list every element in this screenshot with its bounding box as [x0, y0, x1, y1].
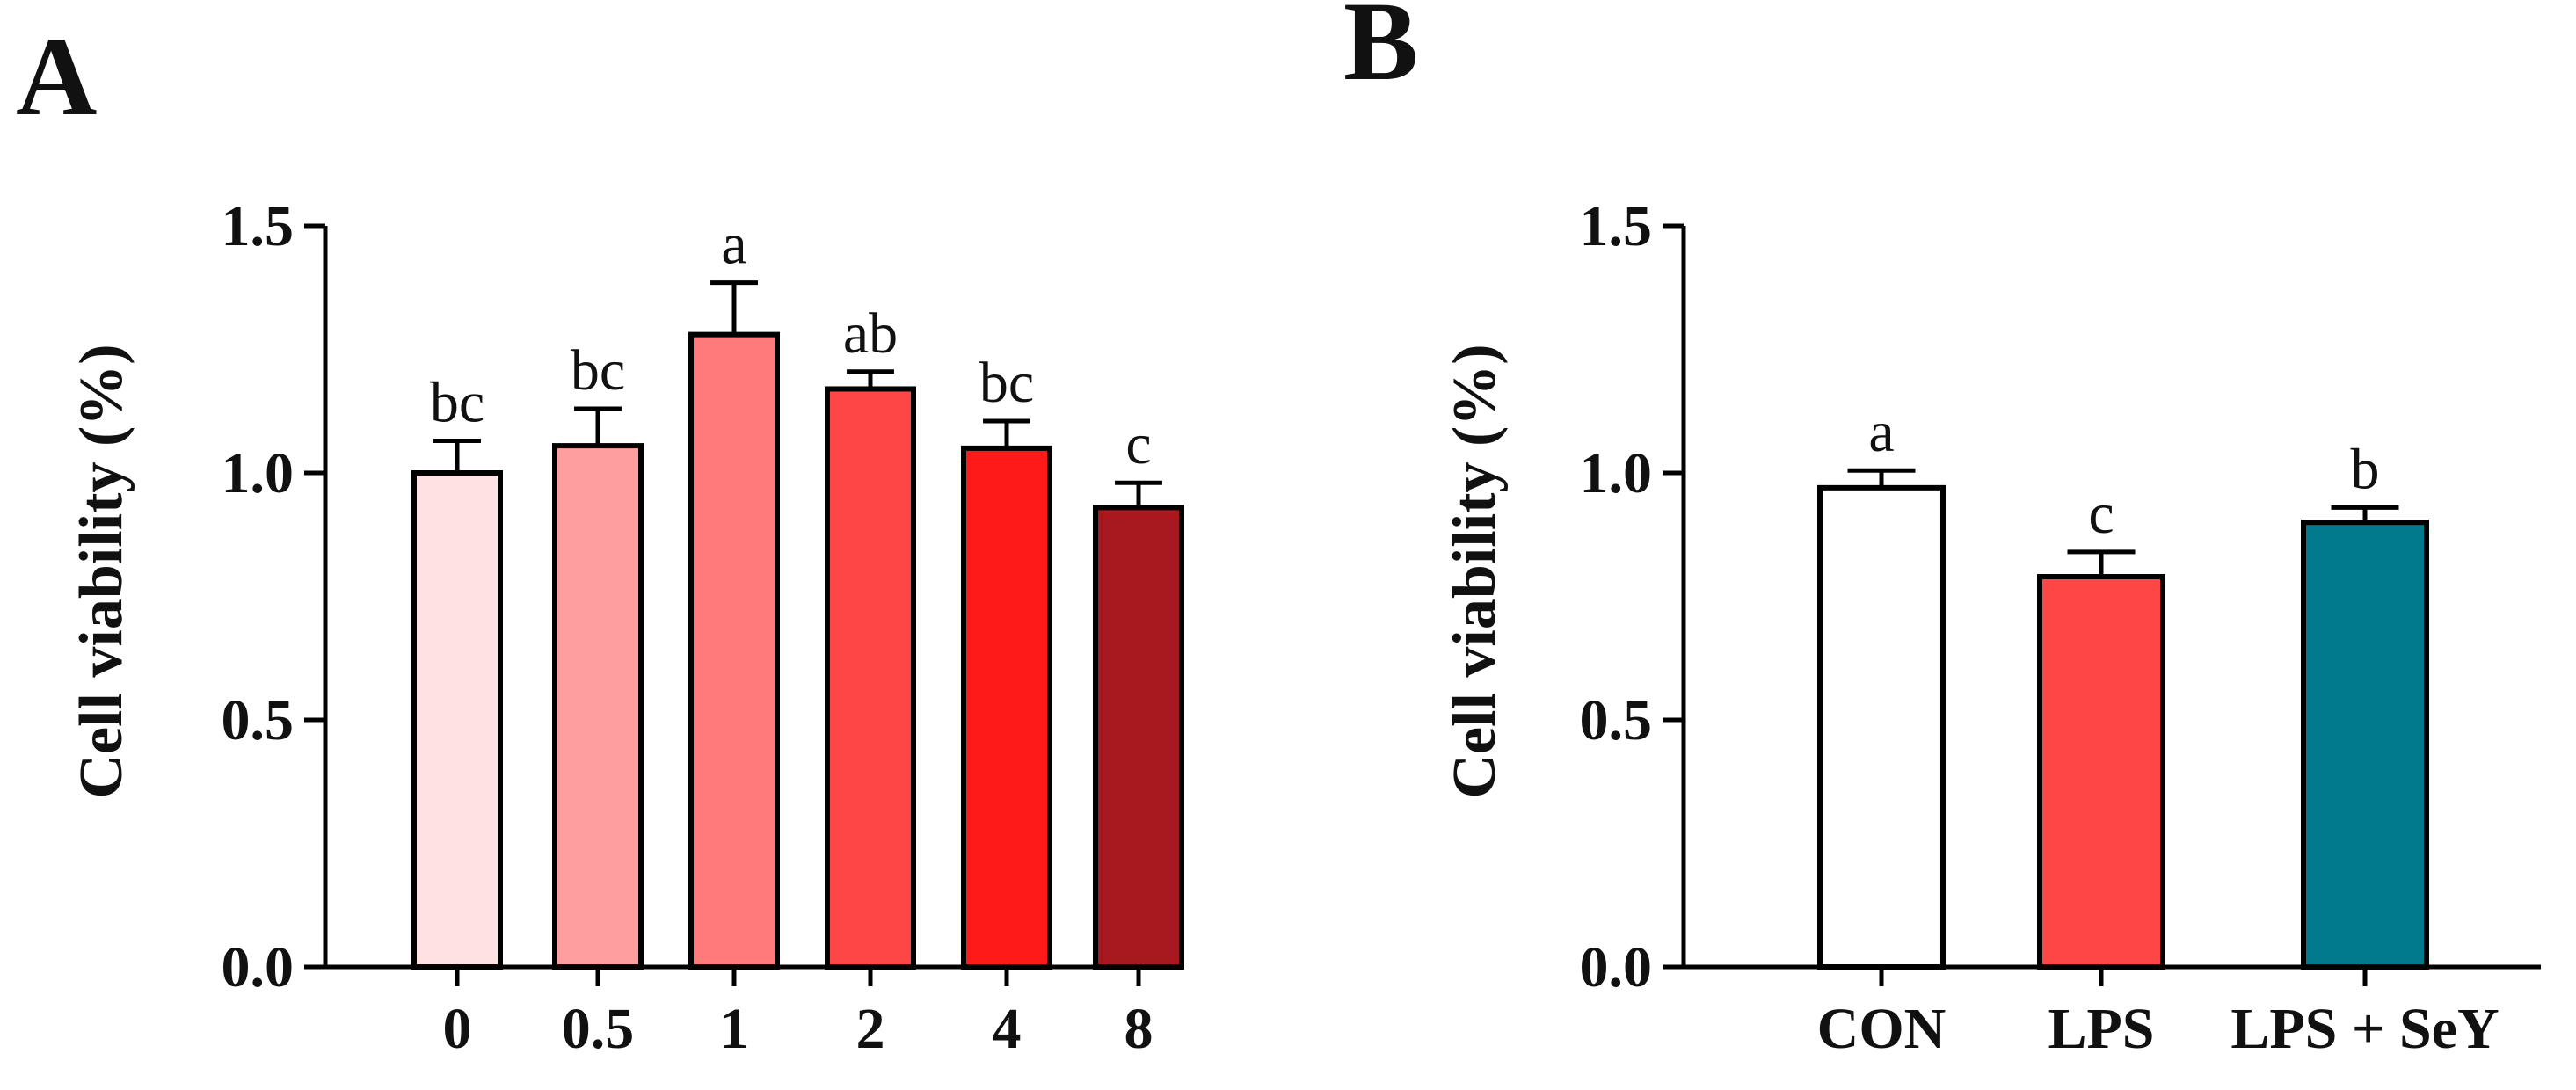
panel-a-y-tick-label: 1.0: [222, 441, 295, 505]
panel-a-significance-label: bc: [571, 338, 625, 403]
panel-a-category-label: 8: [1124, 997, 1153, 1061]
panel-b-significance-label: a: [1868, 400, 1894, 464]
panel-b-y-axis-title: Cell viability (%): [1441, 344, 1509, 798]
panel-a-y-tick-label: 1.5: [222, 194, 295, 258]
panel-b-bar-lps: [2037, 574, 2165, 970]
panel-a-bar-4: [961, 445, 1052, 970]
panel-b-significance-label: c: [2088, 482, 2114, 546]
panel-a-bar-1: [688, 331, 780, 970]
panel-a-bar-0-5: [552, 443, 644, 970]
panel-a: A Cell viability (%) 0.0 0.5 1.0 1.5 0 0.5 1 2 4…: [16, 14, 1184, 1061]
panel-b-significance-label: b: [2351, 437, 2380, 501]
panel-a-significance-label: c: [1125, 412, 1151, 476]
panel-a-axes: 0.0 0.5 1.0 1.5 0 0.5 1 2 4 8: [222, 194, 1153, 1061]
panel-b-axes: 0.0 0.5 1.0 1.5 CON LPS LPS + SeY: [1580, 194, 2541, 1061]
panel-b-y-tick-label: 0.0: [1580, 935, 1653, 999]
panel-b-y-tick-label: 1.0: [1580, 441, 1653, 505]
panel-b-bar-con: [1817, 484, 1946, 970]
panel-b-bar-lps-sey: [2301, 520, 2429, 970]
panel-b: B Cell viability (%) 0.0 0.5 1.0 1.5 CON LPS L…: [1343, 0, 2541, 1061]
panel-a-significance-label: bc: [430, 370, 484, 434]
panel-a-category-label: 1: [720, 997, 749, 1061]
panel-b-letter: B: [1343, 0, 1418, 104]
panel-a-bar-2: [825, 386, 916, 970]
panel-a-letter: A: [16, 14, 97, 139]
panel-a-category-label: 0: [443, 997, 472, 1061]
panel-b-category-label: CON: [1817, 997, 1947, 1061]
panel-b-category-label: LPS: [2048, 997, 2154, 1061]
panel-b-bars: a c b: [1817, 400, 2429, 970]
panel-a-significance-label: bc: [979, 351, 1034, 415]
panel-b-y-tick-label: 1.5: [1580, 194, 1653, 258]
panel-a-category-label: 2: [856, 997, 885, 1061]
panel-a-y-tick-label: 0.0: [222, 935, 295, 999]
panel-a-significance-label: a: [721, 213, 746, 277]
panel-a-significance-label: ab: [843, 302, 898, 366]
panel-a-y-axis-title: Cell viability (%): [68, 344, 135, 798]
panel-a-category-label: 0.5: [562, 997, 635, 1061]
panel-a-category-label: 4: [993, 997, 1022, 1061]
panel-a-y-tick-label: 0.5: [222, 688, 295, 752]
panel-a-bar-0: [411, 470, 503, 970]
panel-b-category-label: LPS + SeY: [2230, 997, 2499, 1061]
panel-a-bars: bc bc a ab bc c: [411, 213, 1184, 970]
panel-a-bar-8: [1093, 505, 1184, 970]
panel-b-y-tick-label: 0.5: [1580, 688, 1653, 752]
